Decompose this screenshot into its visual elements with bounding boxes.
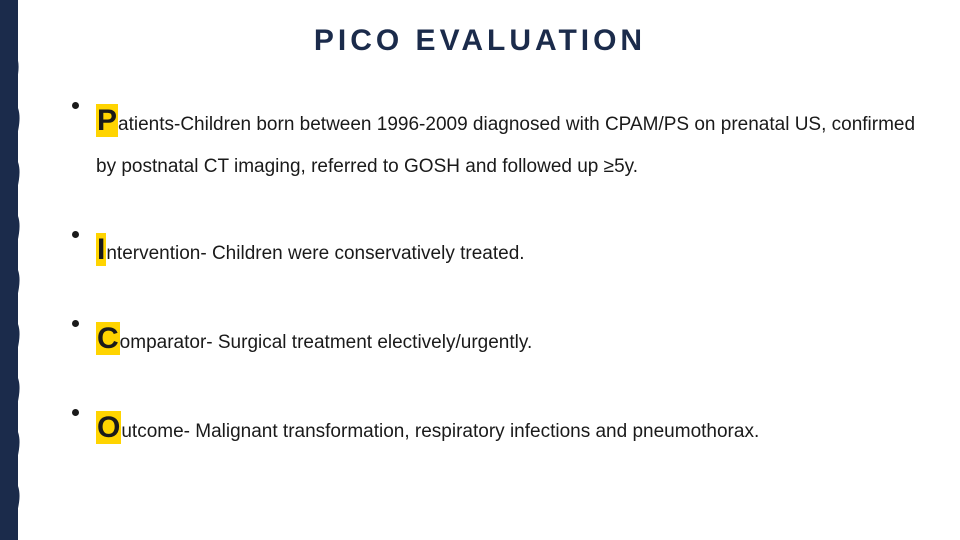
bullet-body: Patients-Children born between 1996-2009…	[96, 92, 930, 185]
lead-letter-p: P	[96, 104, 118, 137]
bullet-patients: Patients-Children born between 1996-2009…	[74, 92, 930, 185]
bullet-dot	[72, 409, 79, 416]
slide-title: PICO EVALUATION	[0, 24, 960, 58]
lead-letter-i: I	[96, 233, 106, 266]
lead-letter-c: C	[96, 322, 120, 355]
bullet-text-c: omparator- Surgical treatment electively…	[120, 332, 533, 353]
left-wavy-strip	[0, 0, 18, 540]
bullet-body: Comparator- Surgical treatment electivel…	[96, 310, 930, 367]
bullet-text-i: ntervention- Children were conservativel…	[106, 243, 524, 264]
bullet-dot	[72, 231, 79, 238]
bullet-list: Patients-Children born between 1996-2009…	[74, 92, 930, 486]
bullet-dot	[72, 102, 79, 109]
bullet-dot	[72, 320, 79, 327]
bullet-body: Outcome- Malignant transformation, respi…	[96, 399, 930, 456]
bullet-comparator: Comparator- Surgical treatment electivel…	[74, 310, 930, 367]
lead-letter-o: O	[96, 411, 121, 444]
wave-svg	[0, 0, 30, 540]
bullet-text-p: atients-Children born between 1996-2009 …	[96, 114, 915, 177]
bullet-body: Intervention- Children were conservative…	[96, 221, 930, 278]
bullet-text-o: utcome- Malignant transformation, respir…	[121, 421, 759, 442]
bullet-outcome: Outcome- Malignant transformation, respi…	[74, 399, 930, 456]
bullet-intervention: Intervention- Children were conservative…	[74, 221, 930, 278]
